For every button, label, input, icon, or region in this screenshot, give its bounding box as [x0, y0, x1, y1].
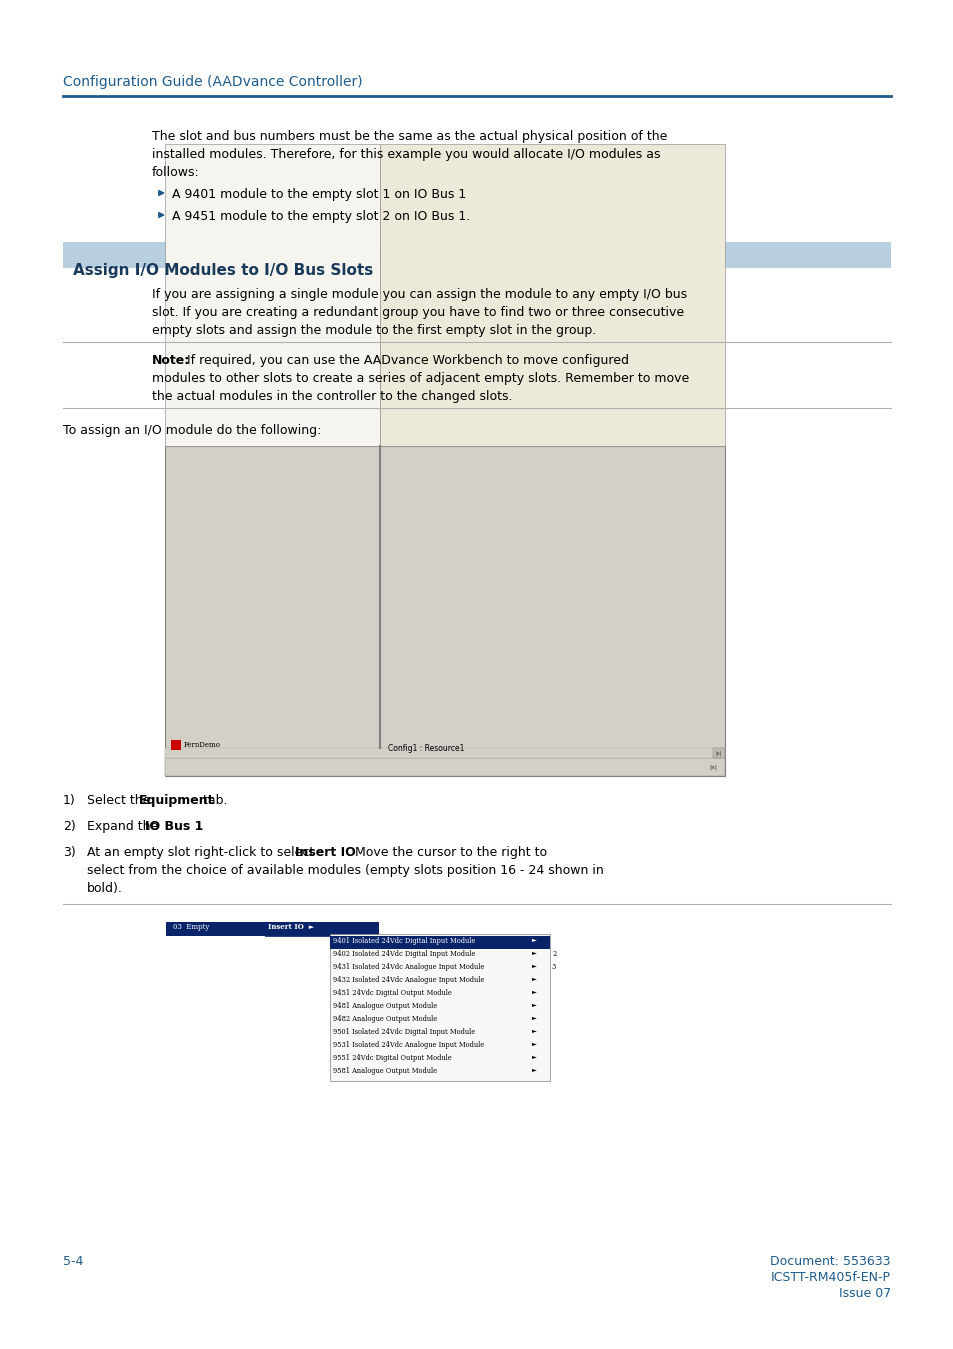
Bar — [379, 144, 724, 447]
Text: empty slots and assign the module to the first empty slot in the group.: empty slots and assign the module to the… — [152, 324, 596, 337]
Text: 9482 Analogue Output Module: 9482 Analogue Output Module — [333, 1014, 436, 1023]
Text: At an empty slot right-click to select: At an empty slot right-click to select — [87, 846, 318, 859]
Text: IO Bus 1: IO Bus 1 — [145, 820, 203, 832]
Text: |x|: |x| — [708, 765, 717, 770]
Text: ►: ► — [532, 1041, 537, 1045]
Text: 9551 24Vdc Digital Output Module: 9551 24Vdc Digital Output Module — [333, 1054, 452, 1062]
Text: 9581 Analogue Output Module: 9581 Analogue Output Module — [333, 1067, 436, 1075]
Text: Configuration Guide (AADvance Controller): Configuration Guide (AADvance Controller… — [63, 76, 362, 89]
Text: 2: 2 — [552, 950, 556, 958]
Text: Issue 07: Issue 07 — [838, 1287, 890, 1300]
Text: A 9401 module to the empty slot 1 on IO Bus 1: A 9401 module to the empty slot 1 on IO … — [172, 188, 466, 201]
Text: Assign I/O Modules to I/O Bus Slots: Assign I/O Modules to I/O Bus Slots — [73, 263, 373, 278]
Text: 9451 24Vdc Digital Output Module: 9451 24Vdc Digital Output Module — [333, 989, 452, 997]
Text: 9431 Isolated 24Vdc Analogue Input Module: 9431 Isolated 24Vdc Analogue Input Modul… — [333, 963, 484, 971]
Bar — [712, 747, 724, 758]
Text: 1: 1 — [552, 938, 556, 946]
Text: bold).: bold). — [87, 882, 123, 894]
Text: select from the choice of available modules (empty slots position 16 - 24 shown : select from the choice of available modu… — [87, 863, 603, 877]
Text: 9531 Isolated 24Vdc Analogue Input Module: 9531 Isolated 24Vdc Analogue Input Modul… — [333, 1041, 484, 1050]
Text: 9501 Isolated 24Vdc Digital Input Module: 9501 Isolated 24Vdc Digital Input Module — [333, 1028, 475, 1036]
Bar — [165, 747, 724, 758]
Text: installed modules. Therefore, for this example you would allocate I/O modules as: installed modules. Therefore, for this e… — [152, 148, 659, 161]
Text: 9481 Analogue Output Module: 9481 Analogue Output Module — [333, 1002, 436, 1010]
Text: ►: ► — [532, 1014, 537, 1020]
Text: 9401 Isolated 24Vdc Digital Input Module: 9401 Isolated 24Vdc Digital Input Module — [333, 938, 475, 946]
Text: A 9451 module to the empty slot 2 on IO Bus 1.: A 9451 module to the empty slot 2 on IO … — [172, 210, 470, 223]
Text: Document: 553633: Document: 553633 — [770, 1255, 890, 1268]
Text: ►: ► — [532, 989, 537, 994]
Text: |x|: |x| — [715, 750, 721, 755]
Text: 3: 3 — [552, 963, 556, 971]
Text: ►: ► — [532, 1028, 537, 1033]
Bar — [330, 934, 550, 1081]
Text: Config1 : Resource1: Config1 : Resource1 — [388, 745, 464, 753]
Bar — [165, 758, 724, 776]
Text: ►: ► — [532, 963, 537, 969]
Text: 03  Empty: 03 Empty — [172, 923, 209, 931]
Text: ►: ► — [532, 938, 537, 942]
Text: ►: ► — [532, 975, 537, 981]
Bar — [330, 936, 550, 948]
Text: ►: ► — [532, 1054, 537, 1059]
Text: The slot and bus numbers must be the same as the actual physical position of the: The slot and bus numbers must be the sam… — [152, 130, 667, 143]
Text: If required, you can use the AADvance Workbench to move configured: If required, you can use the AADvance Wo… — [187, 353, 628, 367]
Text: FernDemo: FernDemo — [184, 741, 221, 749]
Text: 3): 3) — [63, 846, 75, 859]
Bar — [165, 144, 379, 447]
Text: the actual modules in the controller to the changed slots.: the actual modules in the controller to … — [152, 390, 512, 403]
Text: Note:: Note: — [152, 353, 190, 367]
Text: 2): 2) — [63, 820, 75, 832]
Text: Equipment: Equipment — [139, 795, 214, 807]
Text: ICSTT-RM405f-EN-P: ICSTT-RM405f-EN-P — [770, 1271, 890, 1284]
Text: 1): 1) — [63, 795, 75, 807]
Text: Expand the: Expand the — [87, 820, 162, 832]
Text: . Move the cursor to the right to: . Move the cursor to the right to — [347, 846, 547, 859]
Text: follows:: follows: — [152, 166, 199, 179]
Bar — [166, 921, 378, 936]
Text: ►: ► — [532, 1067, 537, 1072]
Bar — [171, 741, 181, 750]
Text: Select the: Select the — [87, 795, 154, 807]
Bar — [63, 241, 890, 268]
Text: modules to other slots to create a series of adjacent empty slots. Remember to m: modules to other slots to create a serie… — [152, 372, 688, 384]
Text: ►: ► — [532, 1002, 537, 1006]
Bar — [165, 447, 724, 776]
Text: tab.: tab. — [199, 795, 227, 807]
Text: Insert IO: Insert IO — [294, 846, 355, 859]
Text: 5-4: 5-4 — [63, 1255, 83, 1268]
Text: 9402 Isolated 24Vdc Digital Input Module: 9402 Isolated 24Vdc Digital Input Module — [333, 950, 475, 958]
Text: Insert IO  ►: Insert IO ► — [268, 923, 314, 931]
Bar — [265, 921, 330, 936]
Text: slot. If you are creating a redundant group you have to find two or three consec: slot. If you are creating a redundant gr… — [152, 306, 683, 318]
Text: If you are assigning a single module you can assign the module to any empty I/O : If you are assigning a single module you… — [152, 287, 686, 301]
Text: .: . — [194, 820, 199, 832]
Text: To assign an I/O module do the following:: To assign an I/O module do the following… — [63, 424, 321, 437]
Text: 9432 Isolated 24Vdc Analogue Input Module: 9432 Isolated 24Vdc Analogue Input Modul… — [333, 975, 484, 983]
Text: ►: ► — [532, 950, 537, 955]
